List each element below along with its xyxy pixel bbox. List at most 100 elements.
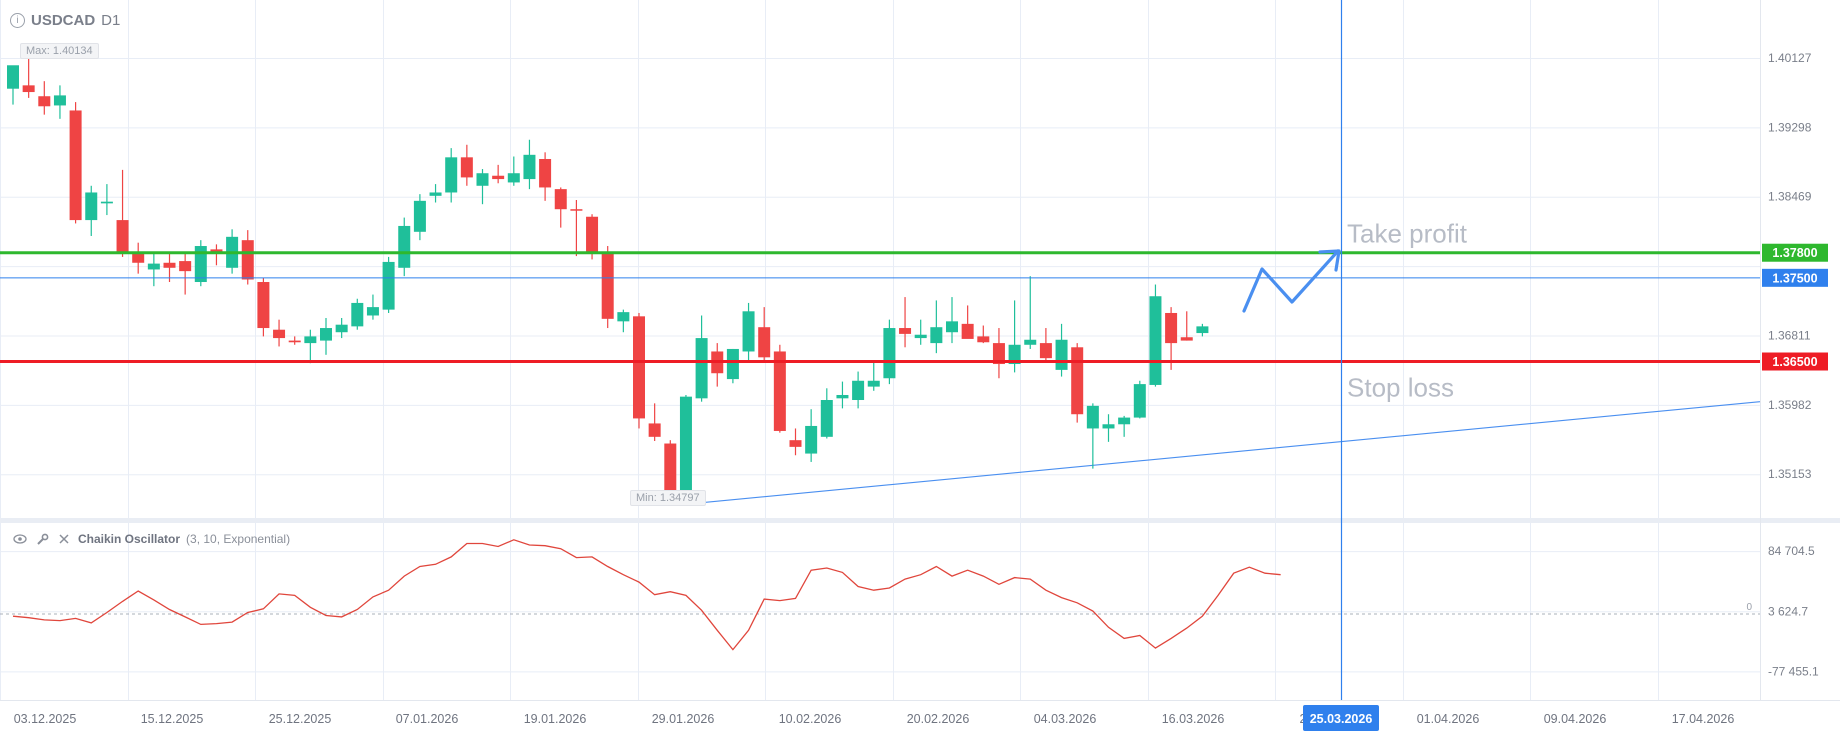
- time-axis-label: 07.01.2026: [396, 712, 459, 726]
- cursor-date-tag-bg: [1303, 705, 1379, 731]
- candle: [820, 388, 833, 439]
- info-icon[interactable]: i: [10, 13, 25, 28]
- candle-body: [22, 85, 35, 93]
- candle-body: [1180, 337, 1193, 341]
- candle-body: [883, 328, 896, 379]
- candle: [257, 277, 270, 337]
- candle: [445, 148, 458, 203]
- time-axis-label: 15.12.2025: [141, 712, 204, 726]
- candle-body: [335, 324, 348, 333]
- symbol-label[interactable]: USDCAD: [31, 12, 96, 29]
- candle: [210, 244, 223, 266]
- candle: [977, 325, 990, 344]
- timeframe-label[interactable]: D1: [101, 12, 121, 29]
- stop-loss-price-tag-bg: [1762, 352, 1828, 371]
- oscillator-line: [12, 539, 1281, 651]
- candle: [507, 156, 520, 186]
- candle: [85, 185, 98, 236]
- candle-body: [507, 173, 520, 183]
- time-axis-label: 25.12.2025: [269, 712, 332, 726]
- min-price-badge: Min: 1.34797: [630, 490, 706, 506]
- pane-separator: [0, 518, 1840, 523]
- candle-body: [695, 338, 708, 399]
- candle-body: [914, 334, 927, 339]
- eye-icon[interactable]: [12, 531, 28, 547]
- candle-body: [867, 380, 880, 387]
- price-axis-label: 1.35153: [1768, 467, 1812, 481]
- candle-body: [1165, 312, 1178, 344]
- candle-body: [69, 110, 82, 221]
- candle: [413, 194, 426, 241]
- candle: [241, 230, 254, 285]
- candle: [883, 319, 896, 385]
- candle: [382, 256, 395, 313]
- candle-body: [460, 157, 473, 178]
- candle-body: [288, 340, 301, 343]
- candle: [648, 403, 661, 442]
- candle-body: [977, 336, 990, 343]
- price-axis-label: 1.36811: [1768, 328, 1811, 342]
- trendline: [689, 401, 1761, 505]
- candle: [679, 394, 692, 504]
- candle-body: [836, 394, 849, 399]
- candle: [570, 200, 583, 257]
- indicator-header: Chaikin Oscillator (3, 10, Exponential): [12, 531, 290, 547]
- time-axis-label: 01.04.2026: [1417, 712, 1480, 726]
- candle: [992, 328, 1005, 379]
- wrench-icon[interactable]: [34, 531, 50, 547]
- candle-body: [304, 336, 317, 344]
- candle: [366, 294, 379, 320]
- candle-body: [570, 209, 583, 211]
- candle-body: [320, 328, 332, 341]
- candle-body: [100, 201, 113, 204]
- candle: [726, 348, 739, 384]
- close-icon[interactable]: [56, 531, 72, 547]
- candle-body: [351, 302, 364, 327]
- candle-body: [992, 343, 1005, 365]
- candle: [147, 252, 160, 287]
- candle-body: [726, 348, 739, 380]
- candle: [554, 187, 567, 228]
- candle: [1196, 323, 1209, 337]
- candle-body: [523, 154, 536, 180]
- candle-body: [586, 216, 599, 253]
- candle-body: [852, 380, 865, 401]
- time-axis-label: 04.03.2026: [1034, 712, 1097, 726]
- candle-body: [1008, 344, 1021, 365]
- candle-body: [1102, 424, 1115, 429]
- candle-body: [492, 175, 505, 180]
- candle-body: [679, 396, 692, 496]
- candle: [38, 81, 51, 115]
- candle: [194, 240, 207, 287]
- price-axis-label: 1.35982: [1768, 398, 1812, 412]
- candle: [132, 242, 145, 274]
- candle-body: [805, 425, 818, 454]
- candle: [22, 57, 35, 98]
- candle-body: [773, 351, 786, 431]
- candle: [1165, 307, 1178, 370]
- price-axis-label: 1.39298: [1768, 120, 1812, 134]
- candle-body: [85, 192, 98, 221]
- candle-body: [38, 96, 51, 107]
- candle: [758, 307, 771, 361]
- candle-body: [1133, 384, 1146, 418]
- indicator-name: Chaikin Oscillator: [78, 532, 181, 546]
- candle: [273, 319, 286, 347]
- candle: [1086, 403, 1099, 469]
- candle-body: [1039, 343, 1052, 359]
- candle: [100, 184, 113, 216]
- candle-body: [429, 192, 442, 196]
- time-axis-label: 29.01.2026: [652, 712, 715, 726]
- indicator-params: (3, 10, Exponential): [186, 532, 291, 546]
- candle-body: [961, 323, 974, 339]
- candle: [1133, 380, 1146, 419]
- time-axis-label: 20.02.2026: [907, 712, 970, 726]
- candle-body: [116, 220, 129, 254]
- candle: [742, 302, 755, 362]
- candle: [116, 169, 129, 257]
- oscillator-axis-label: -77 455.1: [1768, 664, 1819, 678]
- candle-body: [257, 282, 270, 329]
- candle: [351, 298, 364, 330]
- candle: [1180, 311, 1193, 341]
